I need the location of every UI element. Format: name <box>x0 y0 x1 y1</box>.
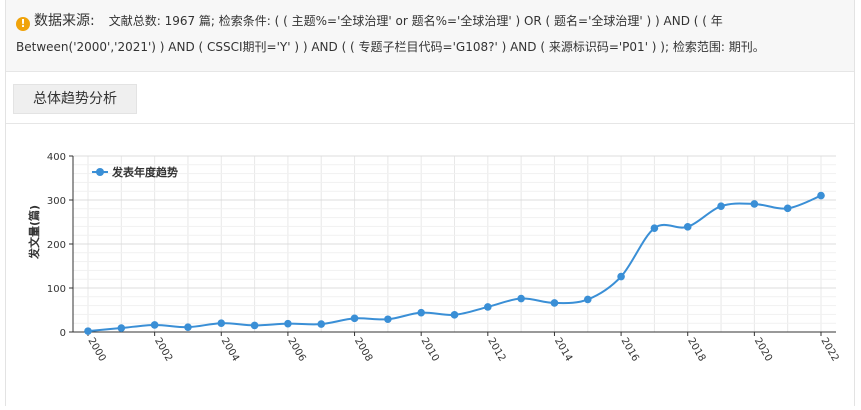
chart-series <box>84 191 825 335</box>
x-tick-label: 2016 <box>618 336 640 364</box>
data-point[interactable] <box>317 320 326 328</box>
data-point[interactable] <box>117 324 126 332</box>
data-point[interactable] <box>484 303 492 311</box>
x-tick-label: 2006 <box>285 336 307 364</box>
data-point[interactable] <box>84 327 92 335</box>
tab-row: 总体趋势分析 <box>6 72 854 124</box>
y-tick-label: 0 <box>60 328 66 339</box>
data-point[interactable] <box>184 323 192 331</box>
legend-label: 发表年度趋势 <box>111 165 178 179</box>
y-axis-label: 发文量(篇) <box>27 205 41 260</box>
legend-marker <box>96 168 104 176</box>
y-tick-label: 200 <box>47 240 66 251</box>
x-tick-label: 2012 <box>485 336 507 364</box>
data-point[interactable] <box>783 204 792 213</box>
x-tick-label: 2008 <box>352 336 374 364</box>
data-point[interactable] <box>217 319 226 327</box>
data-point[interactable] <box>583 295 592 304</box>
data-point[interactable] <box>250 321 259 330</box>
source-label: 数据来源: <box>34 13 95 29</box>
info-icon: ! <box>16 17 30 31</box>
y-axis-ticks: 0 100 200 300 400 <box>47 152 73 339</box>
chart-legend[interactable]: 发表年度趋势 <box>92 165 178 179</box>
data-point[interactable] <box>817 191 825 200</box>
data-point[interactable] <box>450 311 459 319</box>
data-point[interactable] <box>350 314 359 323</box>
data-point[interactable] <box>750 200 759 208</box>
data-source-bar: ! 数据来源: 文献总数: 1967 篇; 检索条件: ( ( 主题%='全球治理'… <box>6 0 854 72</box>
source-query-text: 文献总数: 1967 篇; 检索条件: ( ( 主题%='全球治理' or 题名… <box>16 14 765 54</box>
data-point[interactable] <box>683 223 692 231</box>
x-tick-label: 2002 <box>152 336 174 364</box>
data-point[interactable] <box>150 321 159 329</box>
x-tick-label: 2000 <box>85 336 107 364</box>
data-point[interactable] <box>650 224 659 232</box>
data-point[interactable] <box>417 308 425 317</box>
x-tick-label: 2018 <box>685 336 707 364</box>
x-tick-label: 2010 <box>419 336 441 364</box>
data-point[interactable] <box>284 319 292 328</box>
tab-overall-trend[interactable]: 总体趋势分析 <box>13 84 137 114</box>
x-tick-label: 2004 <box>219 336 241 364</box>
chart-grid <box>73 155 836 333</box>
analysis-panel: ! 数据来源: 文献总数: 1967 篇; 检索条件: ( ( 主题%='全球治理'… <box>5 0 855 406</box>
x-tick-label: 2020 <box>752 336 774 364</box>
data-point[interactable] <box>717 202 725 210</box>
y-tick-label: 400 <box>47 152 66 163</box>
x-axis-ticks: 2000 2002 2004 2006 2008 2010 2012 2014 2016 2018… <box>85 332 841 364</box>
trend-chart: 0 100 200 300 400 2000 2002 2004 2006 2008 2010 20… <box>6 124 856 406</box>
y-tick-label: 300 <box>47 196 66 207</box>
x-tick-label: 2014 <box>552 336 574 364</box>
y-tick-label: 100 <box>47 284 66 295</box>
x-tick-label: 2022 <box>818 336 840 364</box>
data-point[interactable] <box>550 299 559 307</box>
data-point[interactable] <box>384 315 392 324</box>
data-point[interactable] <box>517 294 525 303</box>
data-point[interactable] <box>617 272 625 281</box>
